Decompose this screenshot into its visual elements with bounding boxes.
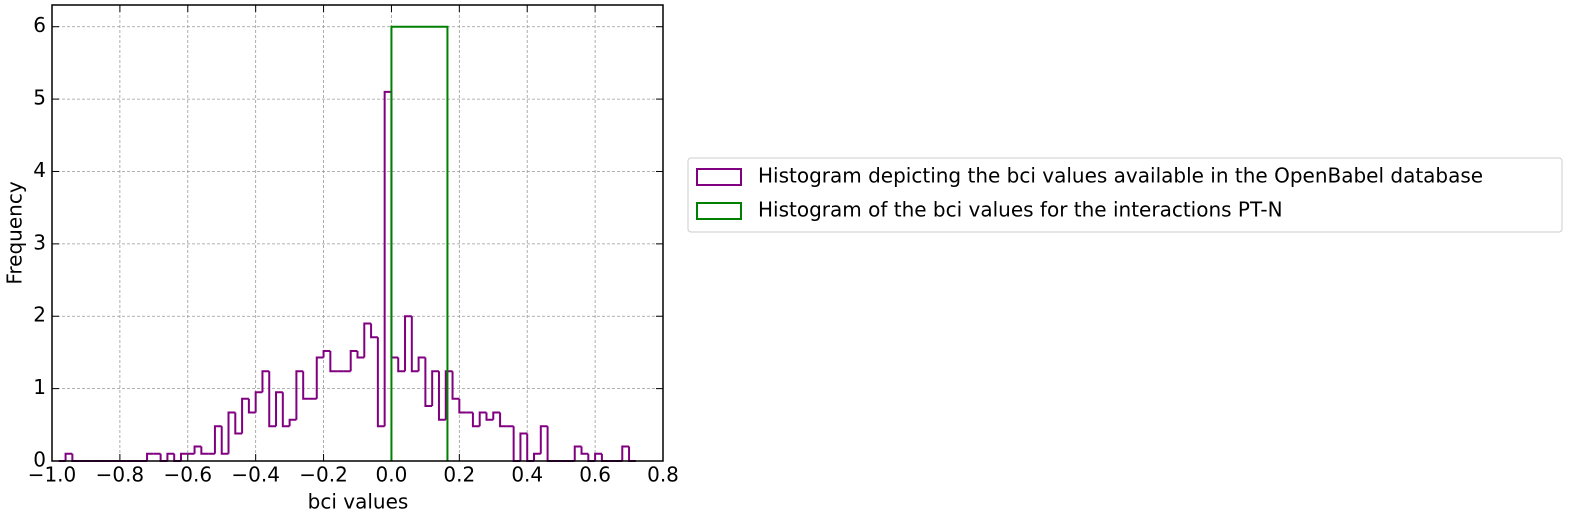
- histogram-step: [302, 371, 310, 400]
- y-tick-label: 3: [33, 230, 46, 254]
- histogram-step: [594, 452, 602, 461]
- legend-label: Histogram depicting the bci values avail…: [758, 164, 1483, 188]
- histogram-step: [533, 452, 541, 461]
- histogram-step: [241, 397, 249, 434]
- histogram-step: [234, 412, 243, 435]
- histogram-step: [322, 349, 331, 358]
- y-tick-label: 5: [33, 86, 46, 110]
- histogram-step: [315, 356, 324, 399]
- histogram-step: [458, 398, 467, 414]
- histogram-step: [417, 356, 426, 372]
- x-tick-label: −0.4: [231, 463, 280, 487]
- y-tick-label: 0: [33, 448, 46, 472]
- histogram-step: [295, 370, 304, 420]
- histogram-step: [220, 426, 229, 455]
- histogram-step: [512, 426, 521, 462]
- histogram-step: [424, 357, 433, 407]
- histogram-step: [390, 91, 399, 359]
- histogram-step: [268, 371, 277, 428]
- x-tick-label: 0.6: [579, 463, 611, 487]
- histogram-step: [546, 426, 555, 462]
- histogram-step: [146, 452, 154, 461]
- histogram-step: [363, 322, 372, 358]
- histogram-step: [383, 90, 392, 427]
- plot-frame: [51, 4, 664, 462]
- histogram-step: [404, 315, 412, 372]
- legend-swatch: [696, 168, 742, 186]
- histogram-step: [166, 452, 175, 461]
- y-axis-label: Frequency: [3, 181, 27, 284]
- histogram-step: [71, 453, 80, 462]
- histogram-step: [471, 412, 480, 428]
- histogram-step: [356, 350, 365, 359]
- y-tick-label: 1: [33, 375, 46, 399]
- histogram-step: [288, 418, 297, 427]
- histogram-step: [499, 412, 507, 428]
- histogram-step: [261, 370, 270, 393]
- histogram-step: [200, 446, 209, 455]
- x-tick-label: 0.8: [647, 463, 679, 487]
- y-tick-label: 6: [33, 13, 46, 37]
- histogram-step: [390, 25, 449, 461]
- histogram-step: [397, 357, 406, 373]
- histogram-step: [431, 370, 439, 406]
- histogram-step: [492, 411, 501, 420]
- x-tick-label: −0.6: [163, 463, 212, 487]
- histogram-step: [485, 412, 494, 421]
- histogram-step: [621, 445, 630, 461]
- histogram-step: [173, 453, 181, 462]
- y-tick-label: 4: [33, 158, 46, 182]
- histogram-step: [193, 445, 202, 454]
- y-tick-label: 2: [33, 303, 46, 327]
- histogram-step: [451, 371, 460, 400]
- histogram-step: [376, 337, 385, 428]
- histogram-step: [573, 445, 582, 461]
- histogram-step: [329, 350, 338, 373]
- histogram-step: [444, 370, 453, 420]
- histogram-step: [580, 446, 589, 455]
- histogram-step: [275, 391, 283, 427]
- histogram-step: [247, 398, 256, 414]
- x-tick-label: −1.0: [28, 463, 77, 487]
- histogram-step: [64, 452, 73, 461]
- x-tick-label: 0.0: [376, 463, 408, 487]
- histogram-step: [159, 453, 168, 462]
- histogram-step: [628, 446, 636, 462]
- histogram-step: [179, 452, 188, 461]
- legend-swatch: [696, 202, 742, 220]
- x-tick-label: 0.2: [443, 463, 475, 487]
- histogram-step: [478, 411, 487, 427]
- histogram-step: [349, 349, 358, 372]
- x-tick-label: 0.4: [511, 463, 543, 487]
- histogram-step: [370, 323, 378, 339]
- histogram-step: [410, 316, 419, 373]
- legend-box: [687, 157, 1563, 233]
- histogram-step: [587, 453, 596, 462]
- legend-label: Histogram of the bci values for the inte…: [758, 198, 1283, 222]
- x-axis-label: bci values: [308, 490, 409, 514]
- histogram-step: [600, 453, 609, 462]
- histogram-step: [213, 425, 222, 454]
- histogram-step: [539, 425, 548, 454]
- x-tick-label: −0.2: [299, 463, 348, 487]
- histogram-step: [526, 433, 535, 462]
- histogram-step: [254, 391, 263, 413]
- histogram-step: [519, 432, 528, 461]
- histogram-step: [437, 371, 446, 421]
- histogram-step: [227, 411, 236, 454]
- histogram-step: [281, 392, 290, 428]
- x-tick-label: −0.8: [96, 463, 145, 487]
